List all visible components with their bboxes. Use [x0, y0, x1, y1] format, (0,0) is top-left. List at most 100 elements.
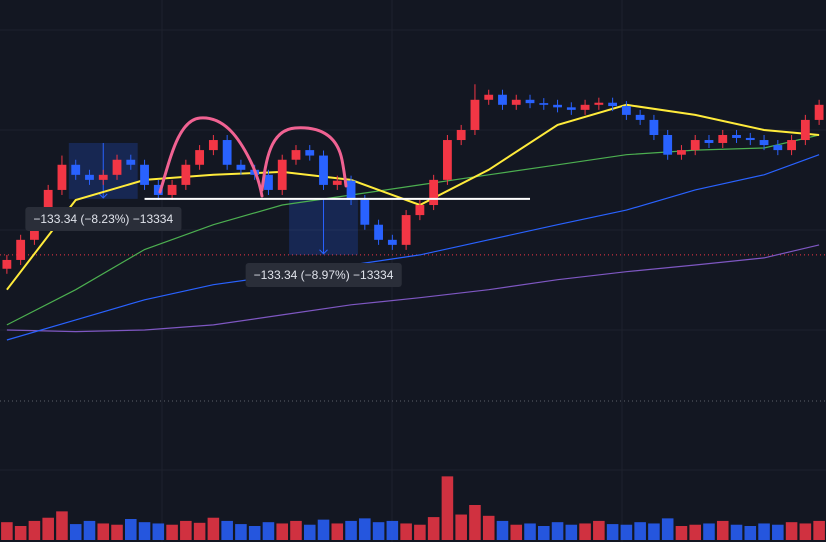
candle-body [677, 150, 686, 155]
volume-bar [235, 524, 247, 540]
candle-body [690, 140, 700, 151]
candle-body [305, 150, 315, 156]
volume-bar [345, 520, 357, 540]
candle-body [566, 107, 576, 110]
candle-body [332, 180, 342, 185]
volume-bar [28, 520, 41, 540]
candle-body [57, 164, 67, 190]
volume-bar [661, 518, 674, 540]
measure-label: −133.34 (−8.23%) −13334 [33, 212, 173, 226]
volume-bar [193, 522, 206, 540]
candle-body [236, 164, 246, 170]
volume-bar [482, 515, 495, 540]
volume-bar [730, 524, 743, 540]
volume-bar [634, 522, 646, 540]
volume-bar [386, 520, 399, 540]
volume-bar [799, 523, 812, 540]
candle-body [140, 164, 149, 185]
volume-bar [83, 520, 96, 540]
volume-bar [551, 522, 564, 540]
volume-bar [593, 520, 605, 540]
volume-bar [441, 476, 454, 540]
volume-bar [372, 522, 385, 540]
candle-body [401, 215, 411, 245]
candle-body [663, 135, 673, 155]
candle-body [704, 140, 714, 143]
candle-body [415, 205, 425, 216]
volume-bar [138, 522, 151, 540]
volume-bar [221, 520, 233, 540]
volume-bar [290, 520, 302, 540]
volume-bar [579, 523, 591, 540]
volume-bar [207, 517, 220, 540]
candle-body [181, 164, 191, 185]
volume-bar [813, 520, 825, 540]
volume-bar [111, 524, 123, 540]
candle-body [456, 129, 466, 141]
candle-body [167, 184, 177, 195]
volume-bar [248, 526, 261, 540]
candle-body [511, 99, 521, 105]
moving-average [6, 244, 820, 333]
candle-body [635, 114, 645, 120]
candle-body [621, 106, 631, 115]
volume-bar [317, 519, 330, 540]
volume-bar [606, 524, 619, 540]
volume-bar [97, 523, 110, 540]
volume-bar [14, 526, 27, 540]
volume-bar [675, 526, 688, 540]
arc [158, 116, 264, 198]
volume-bar [262, 522, 275, 540]
candle-body [208, 140, 218, 151]
candle-body [443, 140, 452, 180]
candle-body [153, 184, 163, 195]
candle-body [43, 189, 53, 216]
candle-body [16, 239, 26, 260]
candle-body [2, 259, 12, 269]
candle-body [525, 99, 535, 104]
volume-bar [469, 505, 481, 540]
volume-bar [744, 526, 757, 540]
candle-body [608, 102, 618, 107]
volume-bar [648, 523, 660, 540]
annotations: −133.34 (−8.23%) −13334 −133.34 (−8.97%) … [25, 197, 531, 287]
volume-bar [427, 517, 440, 540]
volume-bar [359, 518, 371, 540]
candle-body [718, 135, 728, 143]
candle-body [85, 174, 94, 180]
candle-body [649, 119, 659, 136]
candle-body [800, 119, 810, 141]
volume-bar [538, 526, 550, 540]
candle-body [814, 104, 824, 120]
candle-body [112, 159, 122, 175]
volume-bar [125, 519, 137, 540]
candle-body [732, 135, 741, 138]
volume-bar [510, 524, 523, 540]
candle-body [470, 99, 480, 130]
volume-bar [400, 523, 412, 540]
candle-body [360, 199, 370, 225]
measure-arrow-head [319, 249, 328, 255]
volume-bar [524, 523, 536, 540]
candle-body [773, 145, 783, 151]
measure-label: −133.34 (−8.97%) −13334 [254, 268, 394, 282]
volume-bar [785, 522, 798, 540]
volume-bar [180, 520, 192, 540]
volume-bar [331, 523, 344, 540]
measure-label-bg [245, 262, 402, 287]
volume-bar [496, 520, 509, 540]
volume-bar [689, 524, 701, 540]
volume-bar [758, 523, 770, 540]
volume-bar [276, 523, 288, 540]
candle-body [195, 150, 205, 165]
candle-body [429, 179, 439, 206]
volume-bar [772, 524, 784, 540]
candle-body [277, 159, 287, 190]
volume-bar [42, 517, 54, 540]
volume-bar [166, 524, 178, 540]
candle-body [580, 104, 590, 110]
candle-body [387, 239, 397, 245]
candle-body [71, 164, 81, 175]
